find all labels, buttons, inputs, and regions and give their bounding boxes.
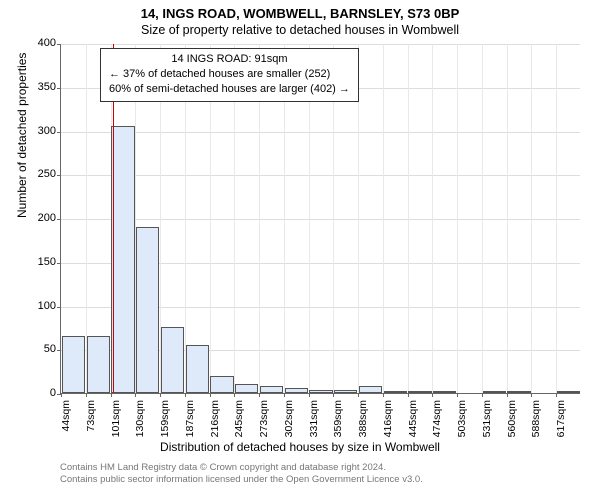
histogram-bar [62,336,85,393]
x-tick-label: 130sqm [134,400,146,448]
histogram-bar [136,227,159,393]
x-tick-label: 101sqm [110,400,122,448]
histogram-bar [87,336,110,393]
histogram-bar [285,388,308,393]
x-tick-label: 588sqm [530,400,542,448]
x-tick-label: 474sqm [431,400,443,448]
x-tick-label: 245sqm [233,400,245,448]
chart-title-main: 14, INGS ROAD, WOMBWELL, BARNSLEY, S73 0… [0,0,600,21]
chart-title-sub: Size of property relative to detached ho… [0,21,600,37]
y-tick-label: 50 [16,343,56,355]
chart-container: 14, INGS ROAD, WOMBWELL, BARNSLEY, S73 0… [0,0,600,500]
histogram-bar [334,390,357,394]
x-tick-label: 73sqm [85,400,97,448]
footer-line2: Contains public sector information licen… [60,474,423,486]
histogram-bar [384,391,407,393]
x-tick-label: 44sqm [60,400,72,448]
histogram-bar [161,327,184,393]
histogram-bar [260,386,283,393]
x-tick-label: 560sqm [506,400,518,448]
x-tick-label: 302sqm [283,400,295,448]
x-tick-label: 445sqm [407,400,419,448]
footer-attribution: Contains HM Land Registry data © Crown c… [60,462,423,487]
histogram-bar [408,391,431,393]
histogram-bar [483,391,506,393]
y-tick-label: 300 [16,125,56,137]
annotation-box: 14 INGS ROAD: 91sqm ← 37% of detached ho… [100,48,359,102]
histogram-bar [186,345,209,393]
y-tick-label: 100 [16,300,56,312]
y-tick-label: 350 [16,81,56,93]
histogram-bar [507,391,530,393]
histogram-bar [111,126,134,393]
y-tick-label: 0 [16,387,56,399]
y-tick-label: 200 [16,212,56,224]
x-tick-label: 416sqm [382,400,394,448]
x-tick-label: 359sqm [332,400,344,448]
y-tick-label: 250 [16,168,56,180]
x-tick-label: 216sqm [209,400,221,448]
x-tick-label: 273sqm [258,400,270,448]
annot-line2: ← 37% of detached houses are smaller (25… [109,67,350,82]
annot-line1: 14 INGS ROAD: 91sqm [109,52,350,67]
y-tick-label: 400 [16,37,56,49]
histogram-bar [433,391,456,393]
x-tick-label: 187sqm [184,400,196,448]
x-tick-label: 159sqm [159,400,171,448]
annot-line3: 60% of semi-detached houses are larger (… [109,82,350,97]
x-tick-label: 531sqm [481,400,493,448]
x-tick-label: 617sqm [555,400,567,448]
histogram-bar [210,376,233,394]
histogram-bar [359,386,382,393]
x-tick-label: 388sqm [357,400,369,448]
histogram-bar [235,384,258,393]
x-tick-label: 503sqm [456,400,468,448]
histogram-bar [309,390,332,394]
footer-line1: Contains HM Land Registry data © Crown c… [60,462,423,474]
histogram-bar [557,391,580,393]
y-tick-label: 150 [16,256,56,268]
x-tick-label: 331sqm [308,400,320,448]
